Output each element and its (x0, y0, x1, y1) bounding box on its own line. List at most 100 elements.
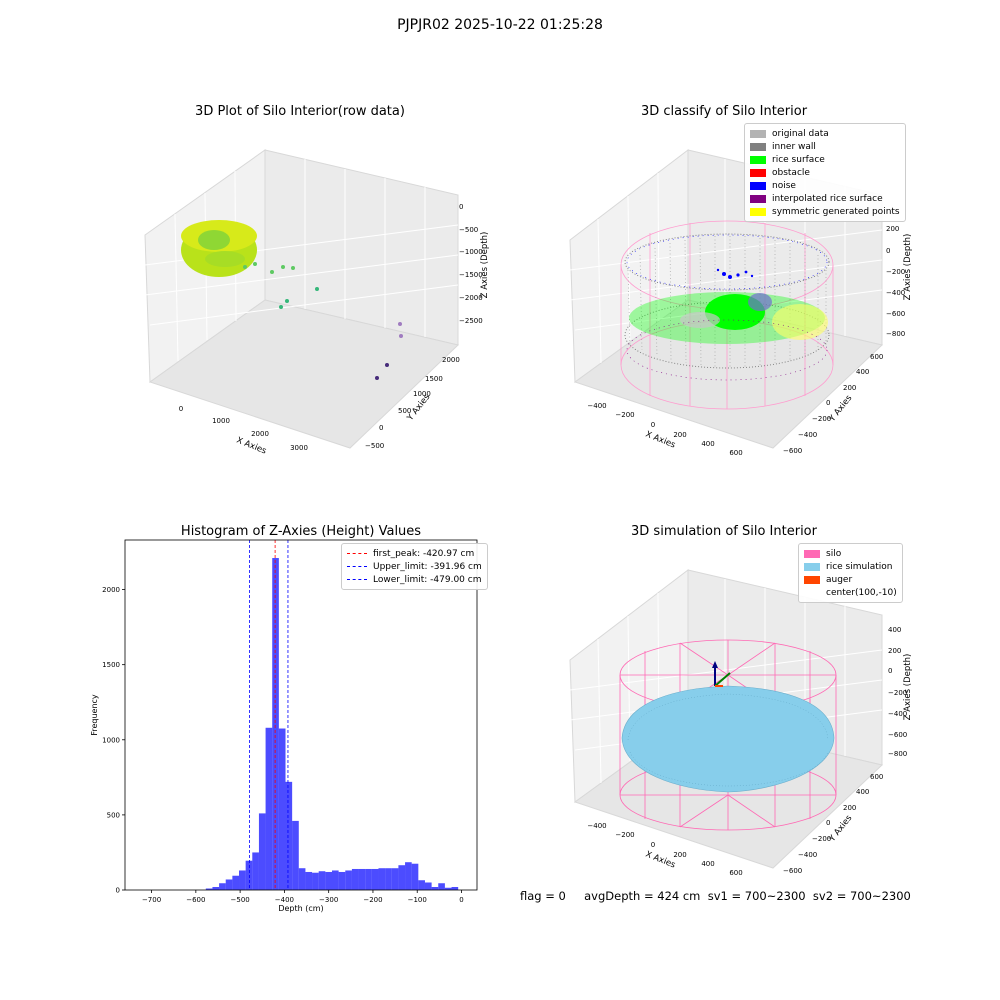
classify-panel-title: 3D classify of Silo Interior (640, 104, 808, 119)
simulation-xtick: 600 (729, 869, 742, 877)
histogram-bar (444, 887, 452, 890)
raw-zlabel: Z Axies (Depth) (480, 232, 490, 299)
status-line: flag = 0 avgDepth = 424 cm sv1 = 700~230… (520, 889, 911, 903)
histogram-bar (258, 813, 266, 890)
classify-legend-swatch (750, 142, 766, 151)
histogram-legend-item: first_peak: -420.97 cm (347, 547, 482, 560)
classify-legend-item: noise (750, 179, 900, 192)
classify-legend-item: inner wall (750, 140, 900, 153)
simulation-xtick: −200 (615, 831, 634, 839)
raw-ytick: 1000 (413, 390, 431, 398)
histogram-bar (298, 868, 306, 890)
simulation-ytick: −200 (812, 835, 831, 843)
simulation-ztick: 200 (888, 647, 901, 655)
histogram-legend-label: first_peak: -420.97 cm (373, 548, 475, 559)
histogram-bar (331, 870, 339, 890)
classify-xtick: −200 (615, 411, 634, 419)
classify-ytick: −600 (783, 447, 802, 455)
raw-ytick: 0 (379, 424, 383, 432)
figure-title: PJPJR02 2025-10-22 01:25:28 (397, 17, 603, 33)
simulation-ytick: 200 (843, 804, 856, 812)
classify-legend-swatch (750, 194, 766, 203)
classify-ztick: −200 (886, 268, 905, 276)
classify-ztick: 0 (886, 247, 890, 255)
histogram-bar (278, 728, 286, 890)
simulation-ytick: 600 (870, 773, 883, 781)
raw-ytick: −500 (365, 442, 384, 450)
raw-xtick: 1000 (212, 417, 230, 425)
simulation-ytick: −600 (783, 867, 802, 875)
simulation-ztick: −200 (888, 689, 907, 697)
classify-xtick: 600 (729, 449, 742, 457)
histogram-ytick-label: 0 (116, 887, 120, 895)
histogram-bar (219, 883, 226, 890)
histogram-ytick-label: 500 (107, 811, 120, 819)
histogram-ytick-label: 1000 (102, 736, 120, 744)
histogram-bar (305, 871, 313, 890)
histogram-bar (345, 870, 352, 890)
simulation-legend-swatch (804, 562, 820, 571)
simulation-3d-plot: −400 −200 0 200 400 600 −600 −400 −200 0… (569, 568, 913, 877)
simulation-ztick: −400 (888, 710, 907, 718)
histogram-bar (451, 886, 459, 890)
histogram-legend-label: Lower_limit: -479.00 cm (373, 574, 482, 585)
histogram-xtick-label: −700 (142, 896, 161, 904)
histogram-bar (285, 781, 293, 890)
histogram-xlabel: Depth (cm) (278, 904, 323, 913)
raw-ztick: 0 (459, 203, 463, 211)
histogram-bar (391, 868, 399, 890)
raw-3d-plot: 0 1000 2000 3000 −500 0 500 1000 1500 20… (144, 149, 490, 457)
raw-ztick: −2500 (459, 317, 483, 325)
histogram-plot: −700 −600 −500 −400 −300 −200 −100 0 0 500 1000 15… (90, 539, 478, 913)
histogram-bar (405, 862, 412, 890)
histogram-ytick-label: 2000 (102, 586, 120, 594)
classify-legend-swatch (750, 207, 766, 216)
classify-xlabel: X Axies (644, 430, 677, 451)
simulation-legend-swatch (804, 589, 820, 597)
histogram-legend-item: Upper_limit: -391.96 cm (347, 560, 482, 573)
raw-ztick: −2000 (459, 294, 483, 302)
classify-legend-label: inner wall (772, 141, 816, 152)
histogram-bar (351, 868, 359, 890)
histogram-bar (245, 860, 253, 890)
histogram-title: Histogram of Z-Axies (Height) Values (180, 524, 422, 539)
histogram-legend: first_peak: -420.97 cm Upper_limit: -391.… (341, 543, 488, 590)
classify-ytick: −200 (812, 415, 831, 423)
simulation-ztick: 400 (888, 626, 901, 634)
histogram-bar (205, 888, 213, 890)
raw-pane-floor (148, 299, 460, 449)
histogram-legend-line (347, 566, 367, 567)
classify-ytick: 0 (826, 399, 830, 407)
histogram-xtick-label: −300 (319, 896, 338, 904)
classify-legend-label: symmetric generated points (772, 206, 900, 217)
classify-xtick: 0 (651, 421, 655, 429)
simulation-legend-label: center(100,-10) (826, 587, 897, 598)
raw-xtick: 3000 (290, 444, 308, 452)
classify-legend-swatch (750, 168, 766, 177)
simulation-ztick: −800 (888, 750, 907, 758)
histogram-bar (239, 870, 246, 890)
classify-legend-item: interpolated rice surface (750, 192, 900, 205)
histogram-bar (212, 886, 220, 890)
simulation-ytick: 0 (826, 819, 830, 827)
classify-legend-swatch (750, 129, 766, 138)
simulation-ytick: −400 (798, 851, 817, 859)
simulation-xtick: 400 (701, 860, 714, 868)
histogram-bar (431, 886, 439, 890)
histogram-ytick-label: 1500 (102, 661, 120, 669)
histogram-xtick-label: −600 (186, 896, 205, 904)
simulation-legend-label: silo (826, 548, 842, 559)
auger-marker (712, 661, 731, 687)
histogram-bar (385, 868, 392, 890)
classify-legend-label: interpolated rice surface (772, 193, 883, 204)
simulation-legend-label: rice simulation (826, 561, 893, 572)
histogram-bar (371, 868, 379, 890)
simulation-xlabel: X Axies (644, 850, 677, 871)
classify-ytick: 200 (843, 384, 856, 392)
raw-panel-title: 3D Plot of Silo Interior(row data) (195, 104, 405, 119)
histogram-legend-label: Upper_limit: -391.96 cm (373, 561, 482, 572)
classify-legend-item: obstacle (750, 166, 900, 179)
classify-legend-label: original data (772, 128, 829, 139)
classify-ztick: −600 (886, 310, 905, 318)
simulation-ylabel: Y Axies (827, 813, 855, 845)
